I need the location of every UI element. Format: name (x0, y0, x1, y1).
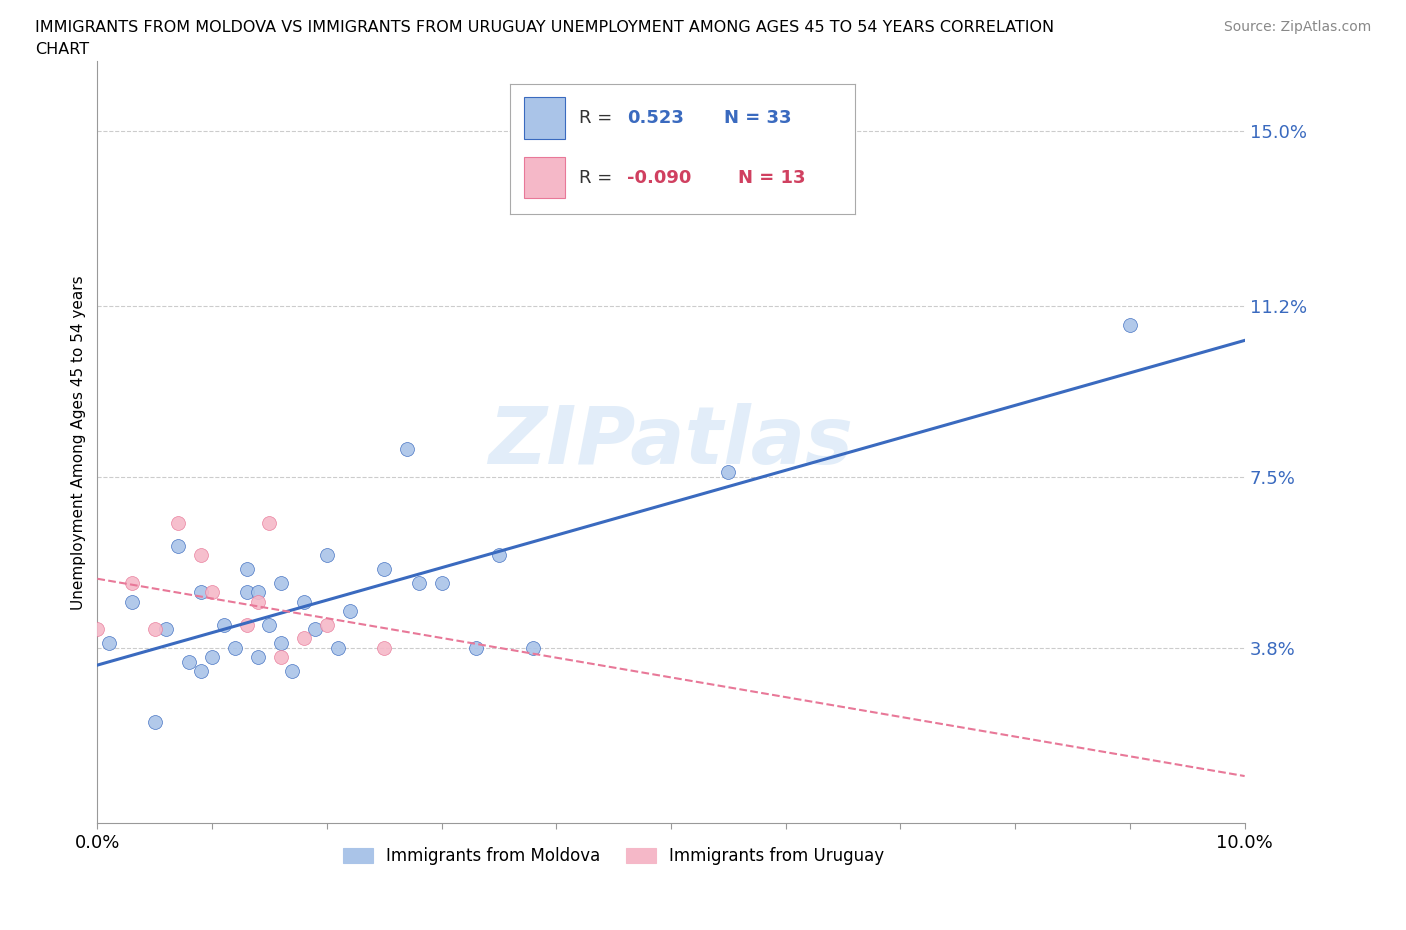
Point (430, 576, 453, 591)
Text: IMMIGRANTS FROM MOLDOVA VS IMMIGRANTS FROM URUGUAY UNEMPLOYMENT AMONG AGES 45 TO: IMMIGRANTS FROM MOLDOVA VS IMMIGRANTS FR… (35, 20, 1054, 35)
Point (86, 622, 108, 637)
Point (224, 640, 246, 655)
Text: CHART: CHART (35, 42, 89, 57)
Point (166, 538, 188, 553)
Point (212, 618, 235, 632)
Point (281, 663, 304, 678)
Point (270, 649, 292, 664)
Point (190, 585, 212, 600)
Point (396, 442, 419, 457)
Point (292, 594, 315, 609)
Point (246, 594, 269, 609)
Point (235, 562, 257, 577)
Point (259, 618, 281, 632)
Point (143, 714, 166, 729)
Point (522, 640, 544, 655)
Point (246, 585, 269, 600)
Point (166, 515, 188, 530)
Point (201, 585, 224, 600)
Point (315, 618, 337, 632)
Point (259, 515, 281, 530)
Point (246, 649, 269, 664)
Point (155, 622, 177, 637)
Point (121, 594, 143, 609)
Point (408, 576, 430, 591)
Point (373, 562, 395, 577)
Point (373, 640, 395, 655)
Point (121, 576, 143, 591)
Text: ZIPatlas: ZIPatlas (488, 404, 853, 482)
Point (1119, 317, 1142, 332)
Text: Source: ZipAtlas.com: Source: ZipAtlas.com (1223, 20, 1371, 34)
Point (717, 465, 740, 480)
Point (235, 585, 257, 600)
Point (488, 548, 510, 563)
Y-axis label: Unemployment Among Ages 45 to 54 years: Unemployment Among Ages 45 to 54 years (72, 275, 86, 610)
Point (270, 576, 292, 591)
Point (339, 604, 361, 618)
Point (270, 636, 292, 651)
Point (465, 640, 488, 655)
Point (201, 649, 224, 664)
Point (97, 636, 120, 651)
Point (179, 654, 201, 669)
Point (190, 548, 212, 563)
Point (190, 663, 212, 678)
Point (143, 622, 166, 637)
Point (315, 548, 337, 563)
Legend: Immigrants from Moldova, Immigrants from Uruguay: Immigrants from Moldova, Immigrants from… (336, 841, 891, 872)
Point (235, 618, 257, 632)
Point (328, 640, 350, 655)
Point (292, 631, 315, 646)
Point (304, 622, 326, 637)
